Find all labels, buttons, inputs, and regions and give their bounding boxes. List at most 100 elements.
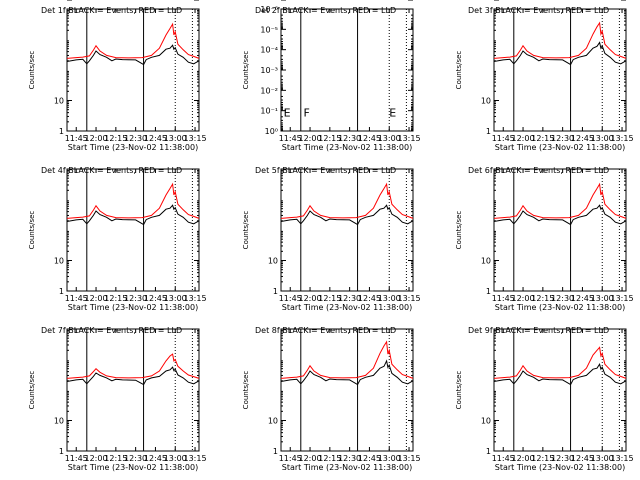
x-axis-label: Start Time (23-Nov-02 11:38:00) (282, 463, 412, 472)
y-tick-label: 10000 (466, 0, 491, 2)
x-tick-label: 13:00 (164, 134, 187, 143)
y-tick-label: 1 (486, 447, 491, 456)
y-tick-label: 100 (49, 0, 64, 2)
events-series-line (280, 204, 414, 226)
annotation-letter: F (303, 106, 309, 119)
x-tick-label: 12:45 (358, 454, 381, 463)
x-tick-label: 12:30 (338, 454, 361, 463)
x-tick-label: 12:00 (299, 294, 322, 303)
x-tick-label: 12:00 (85, 454, 108, 463)
x-tick-label: 12:00 (512, 454, 535, 463)
y-tick-label: 1 (273, 287, 278, 296)
x-tick-label: 12:15 (104, 134, 127, 143)
plot-frame (493, 328, 627, 452)
x-tick-label: 12:30 (338, 134, 361, 143)
x-tick-label: 11:45 (65, 294, 88, 303)
x-axis-label: Start Time (23-Nov-02 11:38:00) (68, 463, 198, 472)
x-tick-label: 13:00 (378, 454, 401, 463)
y-tick-label: 10 (268, 417, 278, 426)
y-tick-label: 10000 (39, 0, 64, 2)
y-tick-label: 10⁻⁵ (260, 25, 278, 34)
y-tick-label: 10000 (253, 0, 278, 2)
y-axis-label: Counts/sec (455, 211, 463, 250)
x-tick-label: 13:15 (611, 134, 634, 143)
y-tick-label: 100 (476, 0, 491, 2)
x-tick-label: 12:00 (85, 134, 108, 143)
y-tick-label: 10 (481, 417, 491, 426)
y-tick-label: 10⁻⁶ (260, 5, 278, 14)
x-tick-label: 12:00 (299, 454, 322, 463)
x-axis-label: Start Time (23-Nov-02 11:38:00) (282, 303, 412, 312)
x-tick-label: 12:15 (104, 454, 127, 463)
x-tick-label: 12:30 (551, 134, 574, 143)
x-tick-label: 12:30 (124, 294, 147, 303)
plot-frame (493, 8, 627, 132)
x-tick-label: 13:00 (591, 134, 614, 143)
y-tick-label: 10000 (39, 0, 64, 2)
chart-title: Det 8f BLACK = Events, RED = LLD (255, 326, 396, 335)
plot-frame (66, 168, 200, 292)
y-axis-label: Counts/sec (455, 51, 463, 90)
y-tick-label: 10⁻¹ (260, 107, 278, 116)
chart-title: Det 1f BLACK = Events, RED = LLD (41, 6, 182, 15)
y-tick-label: 1 (273, 447, 278, 456)
y-tick-label: 100 (476, 0, 491, 2)
chart-title: Det 5f BLACK = Events, RED = LLD (255, 166, 396, 175)
x-tick-label: 11:45 (279, 454, 302, 463)
x-tick-label: 12:45 (358, 294, 381, 303)
lld-series-line (493, 346, 627, 379)
events-series-line (66, 44, 200, 66)
chart-title: Det 3f BLACK = Events, RED = LLD (468, 6, 609, 15)
x-tick-label: 12:45 (144, 454, 167, 463)
y-tick-label: 10⁻³ (260, 66, 278, 75)
x-tick-label: 11:45 (279, 134, 302, 143)
x-tick-label: 12:15 (531, 454, 554, 463)
y-axis-label: Counts/sec (28, 211, 36, 250)
x-tick-label: 12:15 (104, 294, 127, 303)
x-tick-label: 12:30 (124, 454, 147, 463)
y-tick-label: 100 (476, 0, 491, 2)
events-series-line (493, 362, 627, 386)
events-series-line (66, 366, 200, 386)
x-tick-label: 13:15 (398, 454, 421, 463)
y-tick-label: 1 (59, 287, 64, 296)
y-tick-label: 100 (49, 0, 64, 2)
lld-series-line (280, 340, 414, 379)
x-tick-label: 13:15 (184, 294, 207, 303)
chart-panel-4: 11:4512:0012:1512:3012:4513:0013:1511010… (28, 0, 207, 312)
x-tick-label: 13:00 (378, 134, 401, 143)
x-tick-label: 13:15 (611, 294, 634, 303)
x-axis-label: Start Time (23-Nov-02 11:38:00) (495, 303, 625, 312)
y-tick-label: 1 (59, 447, 64, 456)
y-tick-label: 10 (268, 257, 278, 266)
x-tick-label: 12:30 (124, 134, 147, 143)
x-tick-label: 13:15 (398, 294, 421, 303)
lld-series-line (493, 21, 627, 59)
x-tick-label: 12:45 (144, 294, 167, 303)
y-tick-label: 10 (481, 97, 491, 106)
x-tick-label: 12:15 (318, 454, 341, 463)
y-tick-label: 10000 (466, 0, 491, 2)
chart-panel-9: 11:4512:0012:1512:3012:4513:0013:1511010… (455, 0, 634, 472)
chart-panel-5: 11:4512:0012:1512:3012:4513:0013:1511010… (242, 0, 421, 312)
y-axis-label: Counts/sec (455, 371, 463, 410)
y-tick-label: 1 (486, 127, 491, 136)
annotation-letter: E (389, 106, 396, 119)
y-tick-label: 1000 (44, 0, 64, 2)
chart-panel-6: 11:4512:0012:1512:3012:4513:0013:1511010… (455, 0, 634, 312)
x-axis-label: Start Time (23-Nov-02 11:38:00) (495, 143, 625, 152)
x-tick-label: 13:15 (184, 134, 207, 143)
y-tick-label: 100 (49, 0, 64, 2)
y-tick-label: 1000 (471, 0, 491, 2)
events-series-line (493, 204, 627, 226)
y-tick-label: 10⁻² (260, 86, 278, 95)
y-tick-label: 1000 (258, 0, 278, 2)
x-tick-label: 12:45 (358, 134, 381, 143)
y-tick-label: 10 (54, 417, 64, 426)
events-series-line (66, 204, 200, 226)
plot-frame (66, 8, 200, 132)
x-tick-label: 11:45 (279, 294, 302, 303)
